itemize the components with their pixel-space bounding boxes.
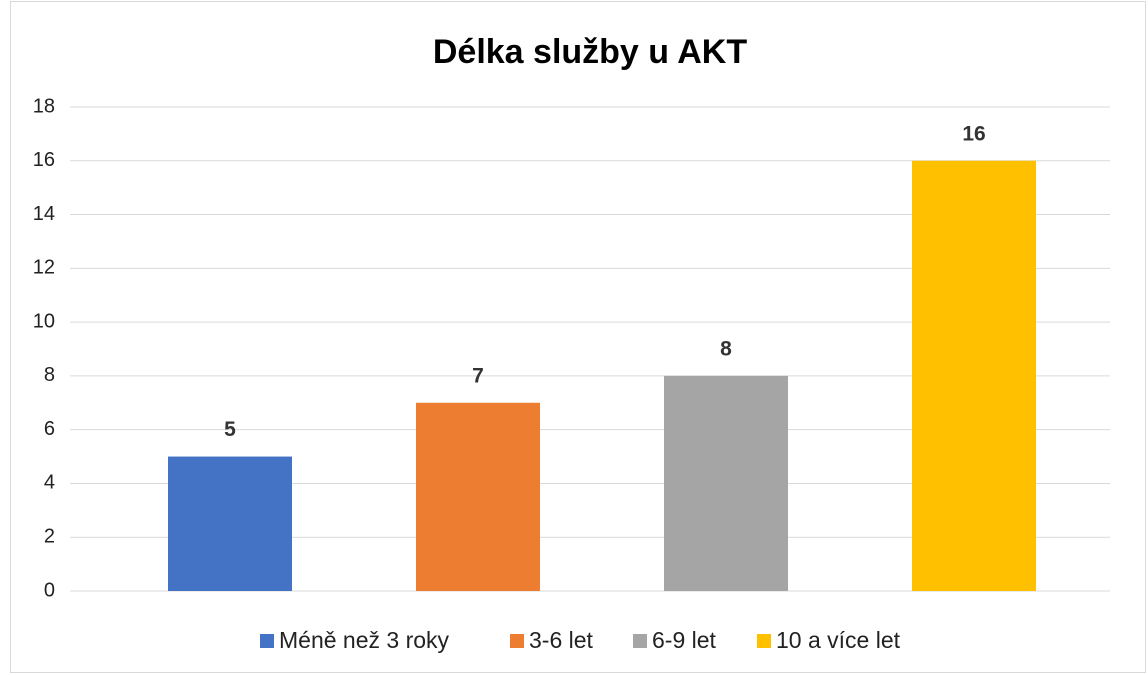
bar: [416, 402, 540, 591]
data-label: 16: [962, 122, 985, 145]
bar: [664, 375, 788, 591]
legend-label: 3-6 let: [529, 627, 594, 653]
y-tick-label: 18: [33, 95, 55, 117]
data-label: 7: [472, 364, 484, 387]
y-tick-label: 4: [44, 472, 55, 494]
bar: [912, 160, 1036, 591]
chart-title: Délka služby u AKT: [433, 33, 747, 71]
legend-swatch: [510, 634, 524, 648]
y-tick-label: 6: [44, 418, 55, 440]
legend-swatch: [633, 634, 647, 648]
bar: [168, 456, 292, 591]
y-tick-label: 10: [33, 310, 55, 332]
legend-swatch: [757, 634, 771, 648]
y-tick-label: 16: [33, 149, 55, 171]
data-label: 5: [224, 418, 236, 441]
y-tick-label: 8: [44, 364, 55, 386]
legend-label: 10 a více let: [776, 627, 901, 653]
y-tick-label: 12: [33, 257, 55, 279]
data-label: 8: [720, 337, 732, 360]
y-tick-label: 14: [33, 203, 55, 225]
legend-label: Méně než 3 roky: [279, 627, 450, 653]
legend-swatch: [260, 634, 274, 648]
legend-label: 6-9 let: [652, 627, 717, 653]
y-tick-label: 0: [44, 579, 55, 601]
y-tick-label: 2: [44, 526, 55, 548]
